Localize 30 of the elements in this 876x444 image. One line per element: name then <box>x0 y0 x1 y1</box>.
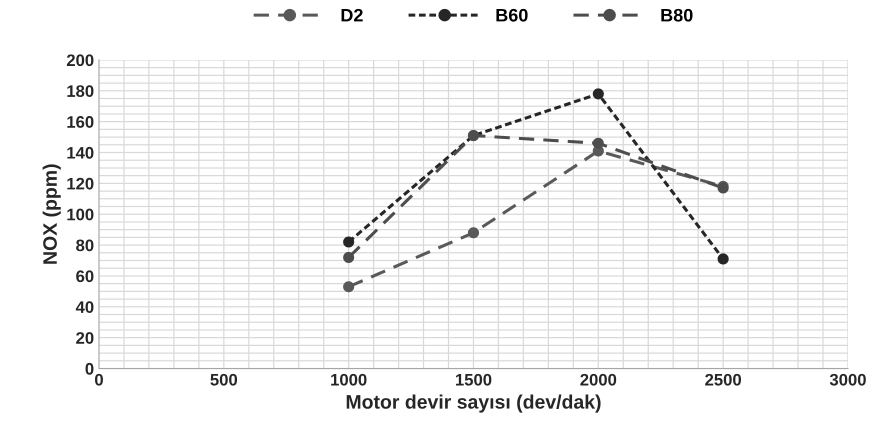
y-tick-label: 80 <box>76 239 94 252</box>
y-tick-label: 20 <box>76 332 94 344</box>
legend-label: B80 <box>661 8 693 22</box>
x-tick-label: 0 <box>95 374 103 386</box>
y-tick-label: 100 <box>67 208 94 220</box>
point <box>343 252 354 263</box>
y-axis-title: NOX (ppm) <box>42 164 61 264</box>
y-tick-label: 120 <box>67 178 94 190</box>
x-tick-label: 2000 <box>580 374 616 386</box>
legend-label: B60 <box>496 8 528 22</box>
x-tick-label: 2500 <box>705 374 741 386</box>
y-tick-label: 140 <box>67 146 94 159</box>
point <box>592 88 604 100</box>
y-tick-label: 0 <box>86 362 94 375</box>
point <box>343 236 354 248</box>
y-tick-label: 200 <box>66 54 94 66</box>
x-tick-label: 1500 <box>456 374 492 386</box>
x-tick-label: 1000 <box>331 374 367 386</box>
point <box>718 253 729 265</box>
point <box>592 138 604 149</box>
y-tick-label: 180 <box>67 85 94 97</box>
x-axis-title: Motor devir sayısı (dev/dak) <box>346 394 601 413</box>
x-tick-label: 3000 <box>830 374 866 386</box>
y-tick-label: 40 <box>76 301 94 314</box>
x-tick-label: 500 <box>210 374 238 386</box>
y-tick-label: 160 <box>67 116 94 128</box>
legend-label: D2 <box>342 8 363 22</box>
point <box>468 227 480 238</box>
point <box>343 281 354 292</box>
y-tick-label: 60 <box>76 270 94 282</box>
